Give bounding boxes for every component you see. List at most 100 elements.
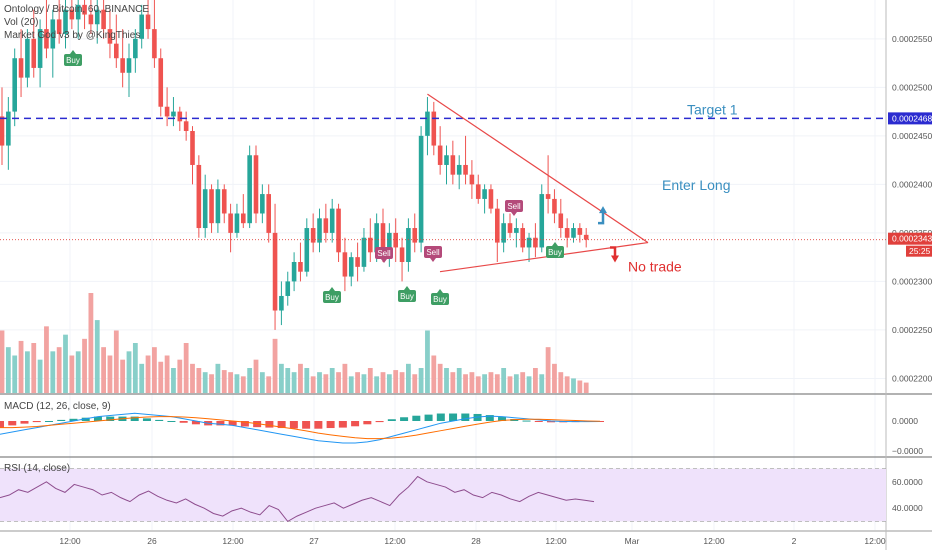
volume-bar (456, 368, 462, 393)
volume-bar (247, 368, 253, 393)
candle-body (469, 174, 475, 185)
candle-body (368, 237, 373, 253)
volume-bar (56, 347, 62, 393)
buy-signal-pointer (552, 242, 558, 246)
volume-bar (298, 363, 303, 393)
candle-body (577, 228, 583, 235)
time-tick-label: 27 (309, 536, 319, 546)
candle-body (475, 184, 481, 199)
candle-body (583, 234, 589, 240)
candle-body (298, 262, 303, 272)
candle-body (152, 29, 157, 59)
candle-body (69, 9, 75, 20)
volume-bar (75, 351, 81, 393)
buy-signal-text: Buy (400, 292, 414, 301)
candle-body (107, 29, 113, 44)
macd-histogram-bar (106, 416, 115, 421)
macd-histogram-bar (44, 421, 53, 422)
macd-histogram-bar (424, 414, 433, 421)
buy-signal-box (398, 290, 416, 302)
candle-body (183, 121, 189, 131)
volume-bar (215, 363, 221, 393)
price-tick-label: 0.0002550 (892, 34, 932, 44)
candle-body (558, 213, 564, 229)
enter-long-label: Enter Long (662, 177, 731, 193)
macd-histogram-bar (20, 421, 29, 424)
candle-body (355, 257, 360, 267)
volume-bar (196, 368, 202, 393)
volume-bar (469, 372, 475, 393)
macd-histogram-bar (32, 421, 41, 423)
volume-bar (291, 372, 297, 393)
candle-body (50, 19, 56, 49)
candle-body (323, 218, 329, 233)
candle-body (12, 58, 17, 112)
sell-signal-pointer (430, 258, 436, 262)
rsi-60-label: 60.0000 (892, 477, 923, 487)
volume-bar (494, 374, 500, 393)
macd-histogram-bar (289, 421, 298, 429)
candle-body (133, 38, 138, 59)
macd-histogram-bar (8, 421, 17, 426)
volume-bar (190, 363, 195, 393)
volume-bar (329, 368, 335, 393)
volume-bar (501, 368, 507, 393)
macd-histogram-bar (461, 413, 470, 421)
sell-signal-box (505, 200, 523, 212)
macd-histogram-bar (57, 419, 66, 421)
candle-body (412, 228, 418, 243)
macd-histogram-bar (216, 421, 225, 426)
macd-histogram-bar (155, 419, 164, 421)
macd-histogram-bar (449, 413, 458, 421)
candle-body (361, 237, 367, 267)
volume-bar (171, 368, 176, 393)
time-tick-label: Mar (625, 536, 640, 546)
macd-histogram-bar (302, 421, 311, 429)
volume-bar (475, 376, 481, 393)
candle-body (241, 213, 246, 224)
volume-bar (361, 374, 367, 393)
candle-body (145, 14, 151, 30)
candle-body (272, 232, 278, 311)
price-tick-label: 0.0002200 (892, 373, 932, 383)
candle-body (177, 111, 183, 122)
buy-signal-box (323, 291, 341, 303)
time-tick-label: 26 (147, 536, 157, 546)
macd-histogram-bar (387, 419, 396, 421)
candle-body (437, 145, 443, 165)
volume-bar (132, 343, 138, 393)
volume-bar (367, 368, 373, 393)
candle-body (342, 252, 348, 277)
no-trade-arrowhead (611, 255, 619, 263)
price-tick-label: 0.0002450 (892, 131, 932, 141)
volume-bar (221, 370, 227, 393)
buy-signal-box (431, 293, 449, 305)
symbol-title: Ontology / Bitcoin, 60, BINANCE (4, 4, 150, 15)
volume-bar (94, 320, 100, 393)
sell-signal-pointer (511, 212, 517, 216)
time-tick-label: 2 (792, 536, 797, 546)
time-tick-label: 12:00 (864, 536, 886, 546)
candle-body (387, 232, 392, 253)
candle-body (495, 208, 500, 243)
volume-bar (240, 376, 246, 393)
volume-bar (310, 376, 316, 393)
candle-body (247, 155, 252, 224)
time-tick-label: 12:00 (59, 536, 81, 546)
macd-histogram-bar (485, 415, 494, 421)
macd-histogram-bar (375, 421, 384, 423)
enter-long-arrowhead (599, 206, 607, 214)
candle-body (94, 9, 100, 25)
volume-bar (380, 372, 386, 393)
candle-body (25, 38, 30, 78)
volume-bar (406, 363, 411, 393)
countdown-badge (906, 245, 932, 257)
macd-histogram-bar (142, 418, 151, 421)
candle-body (6, 111, 11, 146)
volume-bar (145, 355, 151, 393)
candle-body (514, 228, 519, 233)
price-tick-label: 0.0002300 (892, 276, 932, 286)
candle-body (253, 155, 259, 214)
volume-bar (571, 378, 576, 393)
